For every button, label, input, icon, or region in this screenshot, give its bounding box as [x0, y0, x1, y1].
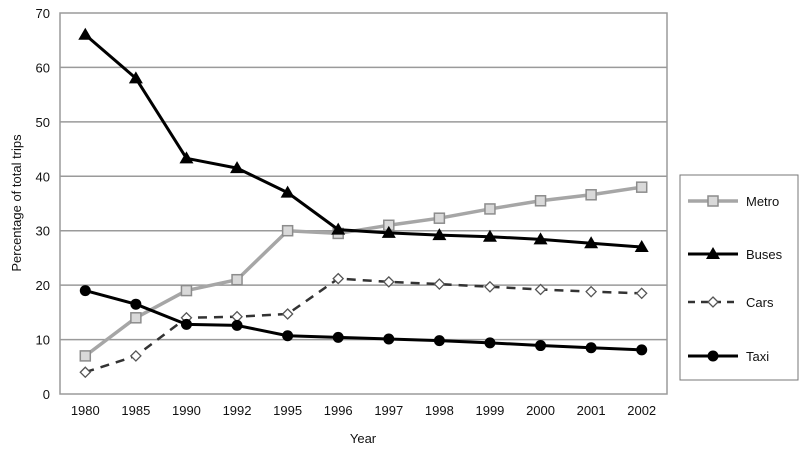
- data-point-metro: [180, 284, 193, 297]
- data-point-taxi: [585, 342, 597, 354]
- data-point-buses: [179, 151, 194, 164]
- legend-item-metro: Metro: [688, 194, 779, 209]
- legend: Metro Buses Cars Taxi: [679, 174, 799, 381]
- data-point-taxi: [383, 333, 395, 345]
- x-tick-label: 1996: [324, 403, 353, 418]
- x-tick-label: 1990: [172, 403, 201, 418]
- data-point-metro: [534, 195, 547, 207]
- legend-label-metro: Metro: [746, 194, 779, 209]
- data-point-cars: [484, 280, 496, 293]
- x-tick-label: 2002: [627, 403, 656, 418]
- data-point-metro: [130, 312, 142, 324]
- data-point-metro: [433, 212, 446, 224]
- data-point-metro: [484, 203, 496, 215]
- data-point-buses: [533, 232, 548, 245]
- y-tick-label: 10: [36, 333, 50, 348]
- legend-item-taxi: Taxi: [688, 349, 769, 364]
- x-tick-label: 1992: [223, 403, 252, 418]
- data-point-taxi: [433, 335, 445, 347]
- legend-items: Metro Buses Cars Taxi: [688, 194, 783, 364]
- data-point-taxi: [79, 285, 91, 297]
- data-point-buses: [634, 240, 649, 253]
- legend-label-taxi: Taxi: [746, 349, 769, 364]
- y-tick-label: 30: [36, 224, 50, 239]
- x-tick-label: 1997: [374, 403, 403, 418]
- data-point-taxi: [636, 344, 648, 356]
- y-tick-label: 0: [43, 387, 50, 402]
- data-point-cars: [281, 308, 294, 320]
- data-point-metro: [585, 189, 597, 201]
- x-tick-label: 1985: [121, 403, 150, 418]
- data-point-cars: [129, 349, 142, 362]
- series-line-cars: [84, 277, 642, 374]
- data-point-buses: [230, 161, 245, 174]
- series-line-metro: [84, 185, 642, 358]
- data-point-cars: [332, 272, 345, 285]
- series-layer: [78, 27, 649, 379]
- legend-marker-taxi: [707, 350, 719, 362]
- y-axis-ticks: 0 10 20 30 40 50 60 70: [36, 6, 50, 402]
- data-point-buses: [280, 185, 295, 198]
- data-point-cars: [79, 366, 92, 379]
- series-buses: [78, 27, 649, 253]
- data-point-cars: [433, 278, 446, 290]
- y-tick-label: 50: [36, 115, 50, 130]
- data-point-taxi: [535, 340, 547, 352]
- data-point-buses: [128, 71, 143, 84]
- x-tick-label: 1998: [425, 403, 454, 418]
- x-axis-ticks: 1980 1985 1990 1992 1995 1996 1997 1998 1999 2000…: [71, 403, 656, 418]
- data-point-taxi: [231, 319, 243, 331]
- x-tick-label: 2001: [577, 403, 606, 418]
- data-point-metro: [79, 350, 92, 362]
- data-point-buses: [331, 222, 346, 235]
- data-point-buses: [381, 225, 396, 238]
- x-tick-label: 1995: [273, 403, 302, 418]
- y-tick-label: 20: [36, 278, 50, 293]
- legend-item-cars: Cars: [688, 295, 774, 310]
- data-point-buses: [432, 228, 447, 241]
- data-point-cars: [635, 287, 648, 300]
- data-point-cars: [382, 275, 395, 288]
- legend-marker-buses: [706, 247, 720, 259]
- series-taxi: [79, 285, 648, 356]
- data-point-taxi: [484, 337, 496, 349]
- plot-area: [59, 12, 668, 395]
- x-tick-label: 1980: [71, 403, 100, 418]
- data-point-cars: [585, 285, 598, 298]
- legend-label-cars: Cars: [746, 295, 774, 310]
- legend-item-buses: Buses: [688, 247, 783, 262]
- legend-marker-metro: [707, 195, 719, 207]
- x-tick-label: 2000: [526, 403, 555, 418]
- series-cars: [79, 272, 648, 379]
- legend-marker-cars: [707, 296, 719, 308]
- data-point-taxi: [282, 330, 294, 342]
- gridlines: [60, 66, 667, 341]
- data-point-buses: [482, 229, 497, 242]
- data-point-taxi: [130, 298, 142, 310]
- y-tick-label: 60: [36, 60, 50, 75]
- data-point-taxi: [332, 331, 344, 343]
- series-line-buses: [84, 33, 642, 249]
- x-tick-label: 1999: [475, 403, 504, 418]
- x-axis-title: Year: [350, 431, 377, 446]
- data-point-metro: [281, 224, 294, 237]
- data-point-metro: [635, 181, 648, 193]
- series-line-taxi: [84, 289, 642, 352]
- y-axis-title: Percentage of total trips: [9, 134, 24, 272]
- y-tick-label: 40: [36, 169, 50, 184]
- data-point-cars: [534, 283, 547, 296]
- legend-box: [679, 174, 799, 381]
- data-point-metro: [231, 273, 243, 286]
- legend-label-buses: Buses: [746, 247, 783, 262]
- y-tick-label: 70: [36, 6, 50, 21]
- data-point-taxi: [180, 318, 192, 330]
- data-point-buses: [584, 236, 599, 249]
- data-point-buses: [78, 27, 93, 40]
